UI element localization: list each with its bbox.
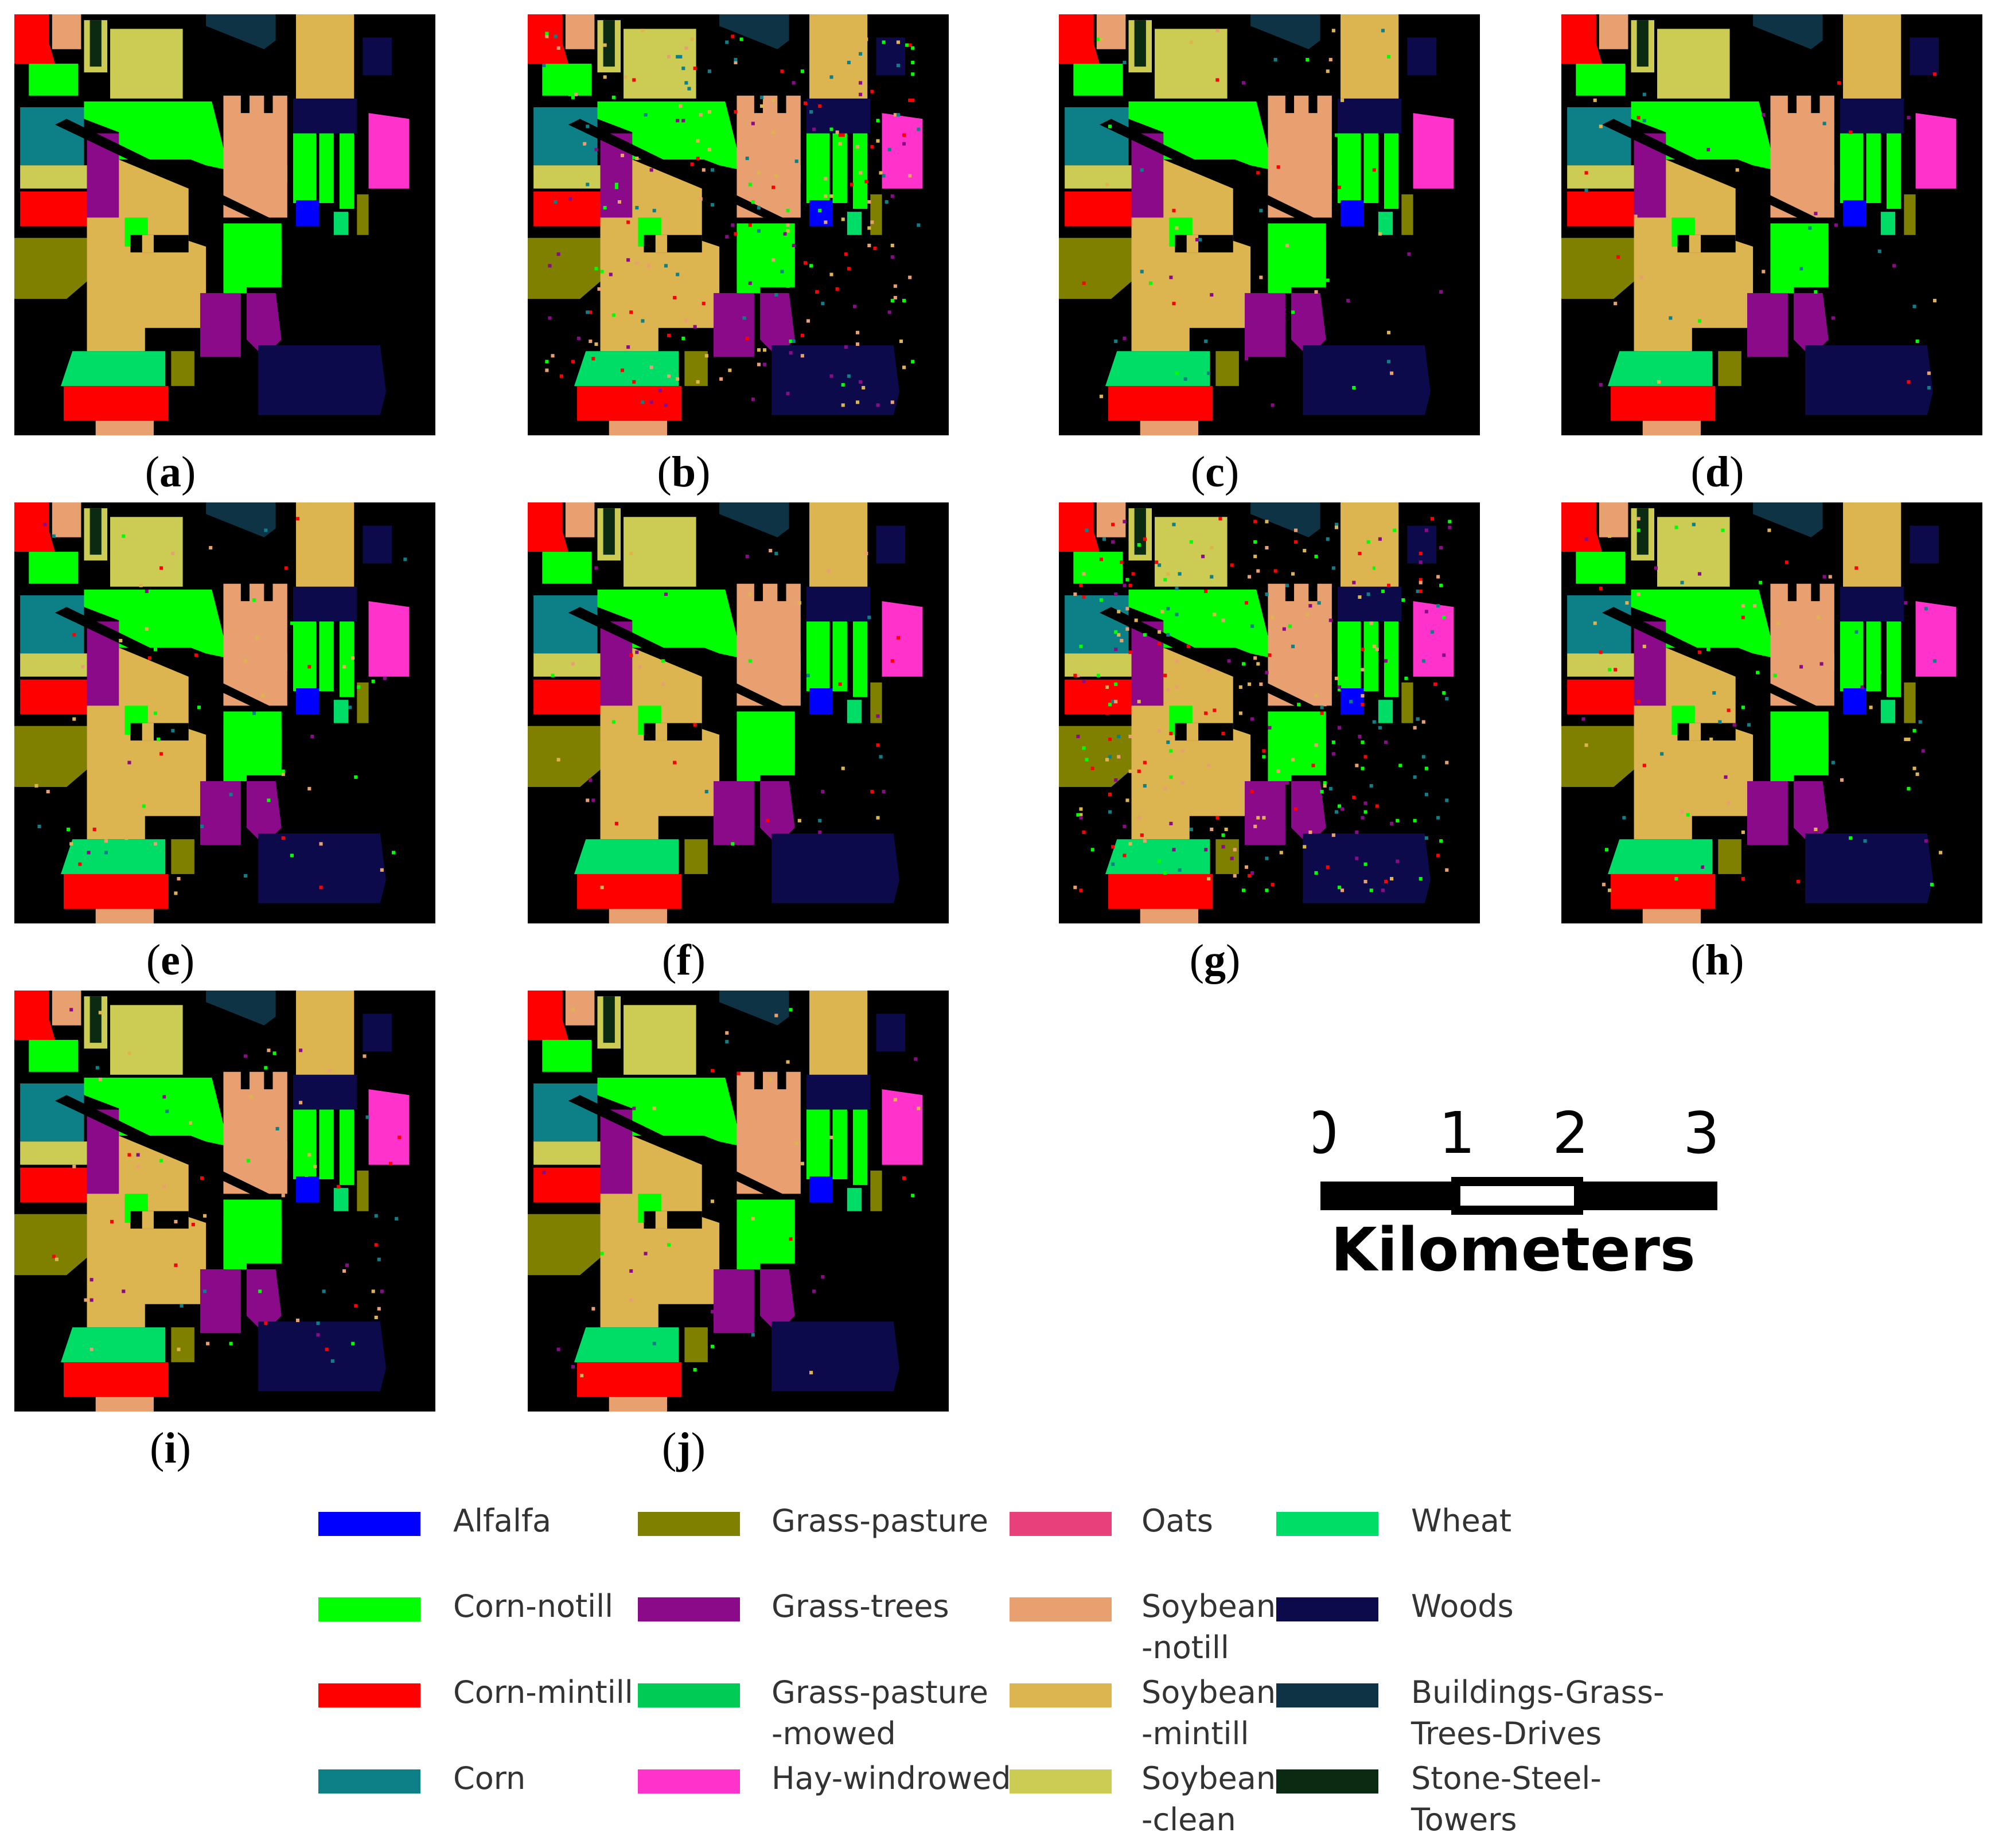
legend-label: Oats [1141,1503,1213,1539]
panel-letter: b [671,448,696,496]
legend-label: Soybean [1141,1674,1276,1710]
legend-swatch [638,1769,740,1794]
panel-label-e: (e) [146,936,195,984]
panel-label-f: (f) [662,936,706,984]
legend-swatch [1010,1597,1112,1621]
panel-letter: f [676,936,691,984]
legend-label: Trees-Drives [1411,1716,1602,1752]
scale-tick-2: 2 [1552,1101,1589,1167]
panel-letter: g [1204,936,1226,984]
panel-letter: c [1205,448,1225,496]
scale-segment-white [1451,1177,1583,1215]
panel-label-j: (j) [662,1424,706,1472]
panel-label-d: (d) [1690,448,1744,496]
legend-label: Towers [1411,1802,1517,1838]
legend-swatch [1010,1683,1112,1707]
legend-swatch [1276,1597,1378,1621]
panel-letter: a [159,448,181,496]
panel-letter: h [1705,936,1730,984]
scale-tick-0: 0 [1314,1101,1339,1167]
legend-swatch [1010,1512,1112,1536]
classification-map-a [14,14,435,435]
legend-swatch [318,1683,420,1707]
classification-map-i [14,991,435,1412]
legend-label: -mowed [771,1716,896,1752]
legend-label: Alfalfa [453,1503,552,1539]
classification-map-g [1059,502,1480,923]
classification-map-b [528,14,949,435]
legend-label: Hay-windrowed [771,1760,1011,1796]
legend-label: Corn-mintill [453,1674,633,1710]
legend-label: -clean [1141,1802,1236,1838]
legend-label: -notill [1141,1629,1229,1666]
legend-label: Corn-notill [453,1588,614,1624]
legend-swatch [1010,1769,1112,1794]
legend-swatch [638,1597,740,1621]
classification-map-j [528,991,949,1412]
panel-label-a: (a) [145,448,196,496]
classification-map-e [14,502,435,923]
legend-swatch [318,1512,420,1536]
classification-map-f [528,502,949,923]
classification-map-c [1059,14,1480,435]
scale-bar-graphic: 0 1 2 3 Kilometers [1314,1101,1720,1285]
legend-swatch [638,1683,740,1707]
panel-label-i: (i) [150,1424,191,1472]
legend-swatch [318,1597,420,1621]
legend-label: Grass-pasture [771,1674,989,1710]
legend-label: Soybean [1141,1760,1276,1796]
legend-label: Corn [453,1760,526,1796]
legend-label: -mintill [1141,1716,1249,1752]
legend-swatch [1276,1683,1378,1707]
legend-label: Wheat [1411,1503,1512,1539]
legend-swatch [318,1769,420,1794]
panel-label-c: (c) [1190,448,1240,496]
classification-map-d [1561,14,1982,435]
panel-letter: i [164,1424,177,1472]
legend-label: Stone-Steel- [1411,1760,1602,1796]
panel-label-g: (g) [1189,936,1241,984]
scale-bar: 0 1 2 3 Kilometers [1314,1101,1727,1291]
legend-swatch [638,1512,740,1536]
panel-letter: e [161,936,180,984]
legend-label: Buildings-Grass- [1411,1674,1665,1710]
panel-letter: j [676,1424,691,1472]
panel-label-b: (b) [657,448,711,496]
panel-label-h: (h) [1690,936,1744,984]
classification-map-h [1561,502,1982,923]
scale-segment-black-right [1579,1182,1717,1210]
scale-segment-black-left [1320,1182,1456,1210]
scale-unit-label: Kilometers [1331,1215,1696,1285]
legend-swatch [1276,1769,1378,1794]
legend-swatch [1276,1512,1378,1536]
legend-label: Woods [1411,1588,1514,1624]
scale-tick-1: 1 [1439,1101,1475,1167]
scale-tick-3: 3 [1683,1101,1720,1167]
legend-label: Grass-pasture [771,1503,989,1539]
legend-label: Grass-trees [771,1588,949,1624]
legend-label: Soybean [1141,1588,1276,1624]
panel-letter: d [1705,448,1730,496]
